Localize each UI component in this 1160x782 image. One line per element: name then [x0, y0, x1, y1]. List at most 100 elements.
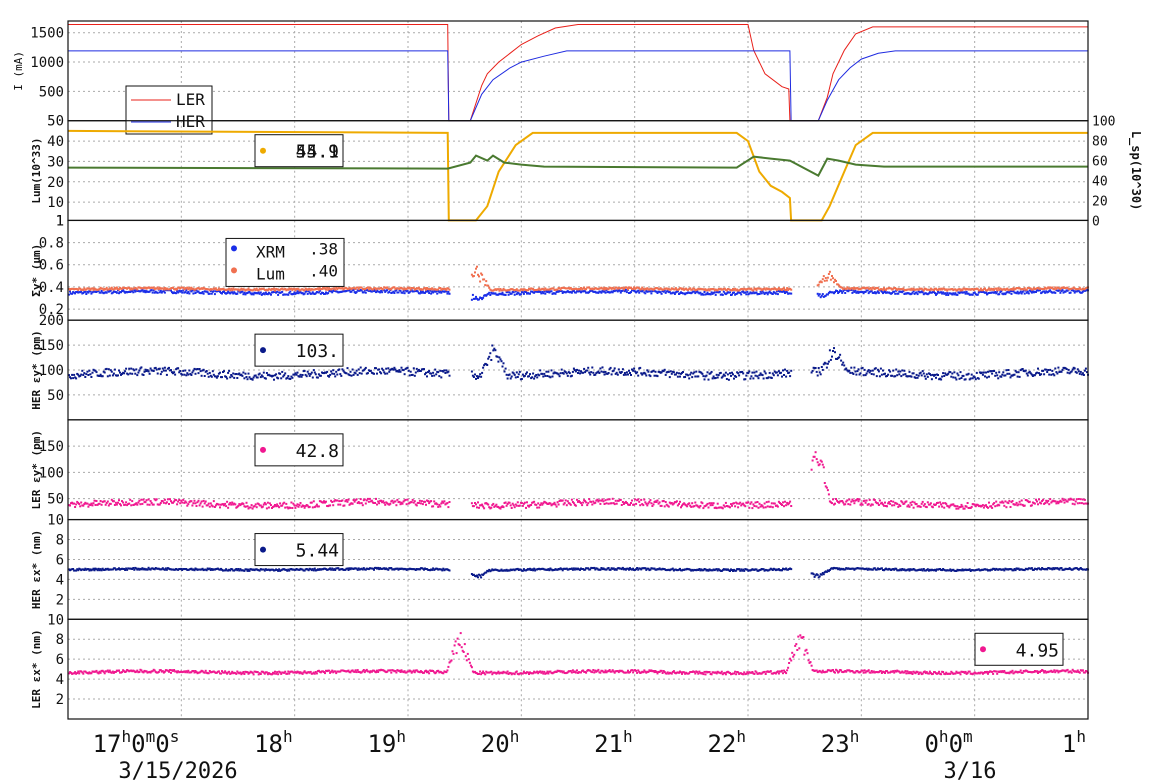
data-point: [233, 288, 236, 291]
data-point: [972, 569, 975, 572]
data-point: [391, 291, 394, 294]
data-point: [845, 367, 848, 370]
data-point: [355, 369, 358, 372]
data-point: [188, 292, 191, 295]
data-point: [381, 367, 384, 370]
data-point: [1028, 370, 1031, 373]
data-point: [488, 568, 491, 571]
data-point: [921, 569, 924, 572]
data-point: [376, 372, 378, 375]
data-point: [666, 568, 669, 571]
panel-frame: [67, 219, 1089, 321]
data-point: [1027, 292, 1030, 295]
data-point: [1037, 503, 1039, 506]
data-point: [1015, 292, 1018, 295]
data-point: [1075, 371, 1078, 374]
data-point: [418, 568, 421, 571]
data-point: [898, 503, 901, 506]
data-point: [770, 377, 773, 379]
data-point: [772, 288, 775, 291]
data-point: [150, 289, 153, 292]
y-tick-label: 1: [56, 213, 64, 229]
data-point: [303, 569, 306, 572]
data-point: [299, 291, 302, 293]
data-point: [319, 500, 322, 503]
data-point: [98, 670, 101, 673]
data-point: [824, 294, 827, 297]
data-point: [1066, 286, 1069, 289]
data-point: [470, 502, 473, 505]
data-point: [330, 370, 333, 373]
data-point: [437, 290, 440, 292]
data-point: [180, 567, 183, 570]
data-point: [1064, 367, 1067, 370]
data-point: [104, 288, 107, 291]
data-point: [440, 502, 443, 505]
data-point: [810, 371, 813, 374]
data-point: [427, 290, 429, 292]
data-point: [926, 293, 929, 296]
data-point: [755, 291, 758, 294]
data-point: [364, 366, 367, 369]
data-point: [232, 287, 235, 290]
data-point: [819, 573, 822, 576]
data-point: [471, 293, 474, 296]
data-point: [592, 500, 595, 503]
data-point: [744, 505, 747, 508]
data-point: [688, 377, 691, 380]
data-point: [358, 372, 361, 375]
data-point: [602, 500, 605, 503]
data-point: [622, 288, 625, 291]
data-point: [288, 291, 291, 294]
data-point: [408, 374, 411, 377]
data-point: [212, 290, 215, 293]
data-point: [896, 289, 899, 291]
data-point: [201, 291, 204, 293]
data-point: [894, 375, 897, 378]
data-point: [370, 288, 373, 291]
data-point: [355, 498, 358, 501]
data-point: [993, 289, 996, 292]
data-point: [247, 568, 250, 571]
data-point: [306, 504, 309, 507]
data-point: [189, 288, 192, 291]
data-point: [901, 501, 904, 504]
data-point: [397, 370, 400, 373]
data-point: [928, 289, 931, 292]
data-point: [554, 568, 557, 571]
data-point: [820, 366, 823, 368]
data-point: [204, 500, 207, 503]
data-point: [550, 290, 553, 293]
data-point: [1045, 499, 1048, 502]
data-point: [217, 568, 220, 571]
data-point: [601, 498, 604, 501]
data-point: [448, 288, 451, 291]
data-point: [75, 569, 78, 572]
data-point: [362, 567, 365, 570]
data-point: [600, 291, 603, 294]
data-point: [418, 292, 421, 295]
data-point: [98, 502, 101, 505]
data-point: [522, 292, 525, 295]
data-point: [203, 502, 206, 505]
data-point: [85, 671, 88, 674]
data-point: [525, 506, 527, 509]
data-point: [1059, 567, 1062, 570]
data-point: [1047, 369, 1050, 371]
data-point: [865, 499, 868, 502]
data-point: [413, 500, 416, 503]
data-point: [87, 505, 90, 508]
data-point: [622, 373, 625, 376]
data-point: [213, 293, 216, 296]
data-point: [109, 502, 112, 505]
data-point: [689, 504, 692, 507]
data-point: [442, 288, 445, 290]
data-point: [717, 374, 720, 377]
data-point: [997, 377, 1000, 380]
data-point: [872, 373, 875, 376]
data-point: [600, 286, 603, 289]
data-point: [152, 289, 155, 292]
data-point: [254, 503, 257, 506]
data-point: [849, 503, 852, 506]
data-point: [87, 291, 90, 294]
